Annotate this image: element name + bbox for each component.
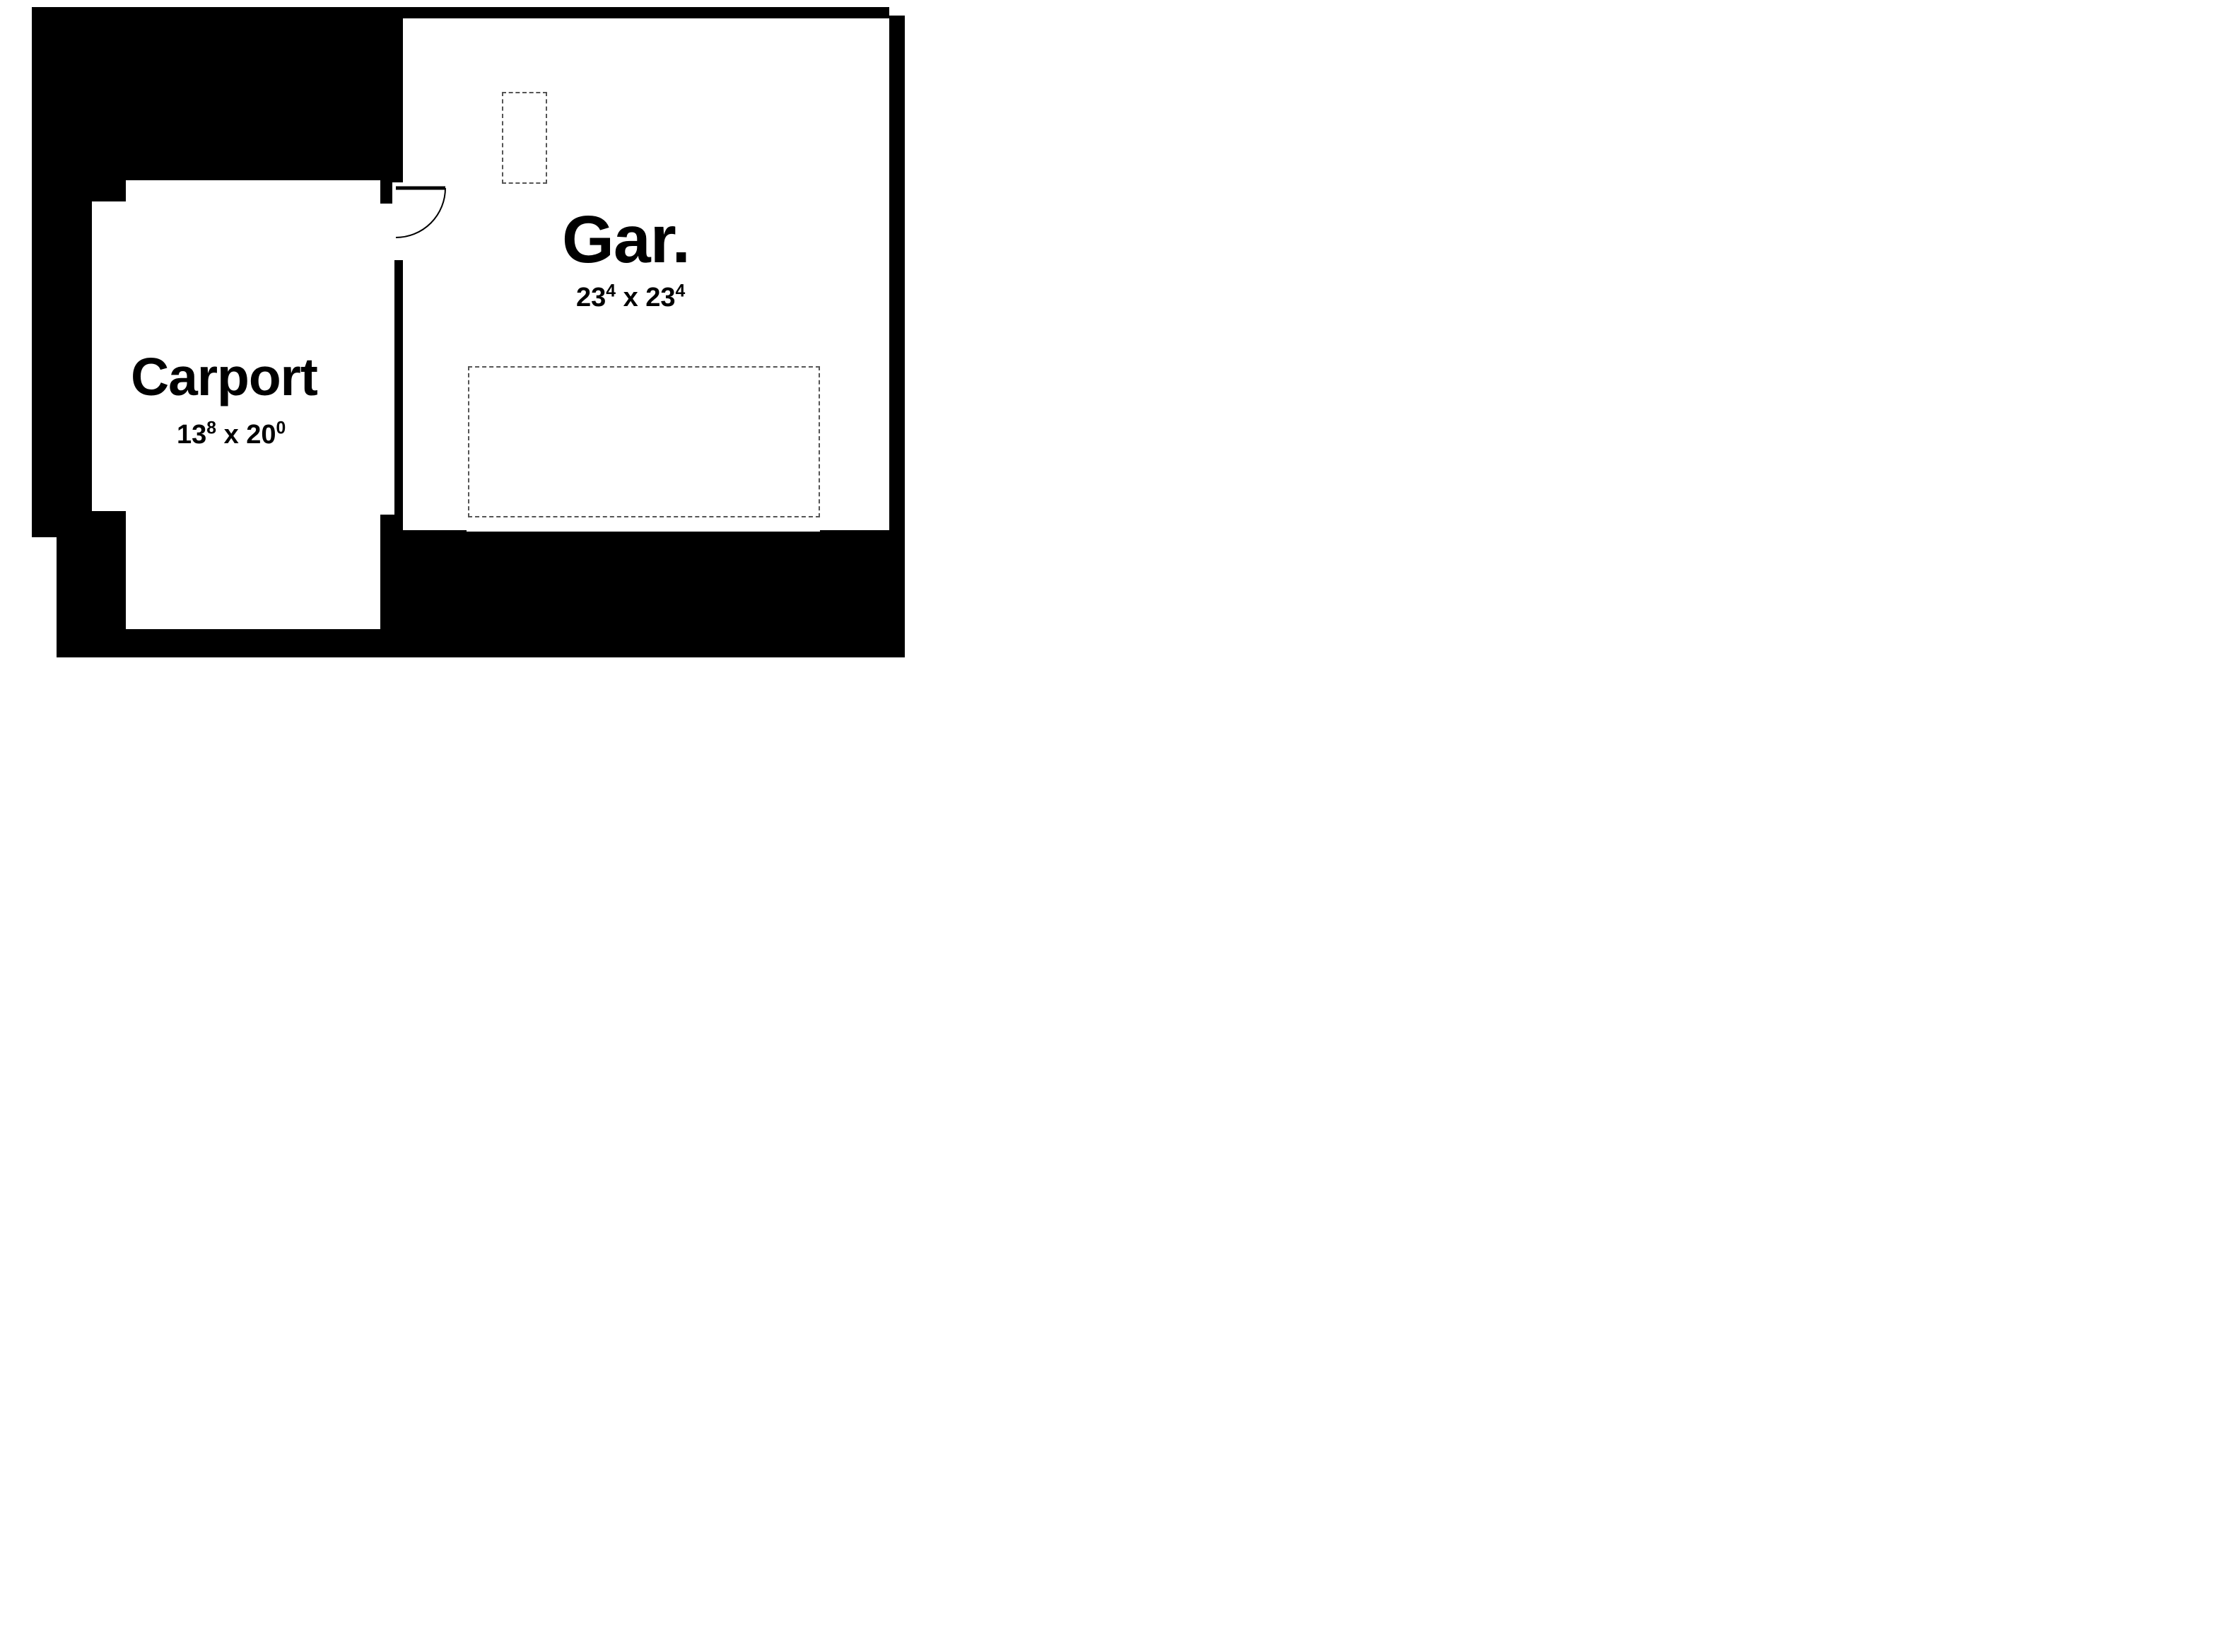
garage-door-dashed xyxy=(468,366,820,517)
garage-depth-feet: 23 xyxy=(645,283,675,312)
dim-x: x xyxy=(616,283,645,312)
floor-plan: Carport 138 x 200 Gar. 234 x 234 xyxy=(0,0,905,673)
wall-right xyxy=(889,16,905,539)
garage-width-feet: 23 xyxy=(576,283,606,312)
carport-depth-inch: 0 xyxy=(276,418,286,438)
garage-dimensions: 234 x 234 xyxy=(576,283,685,313)
carport-depth-feet: 20 xyxy=(246,420,276,450)
garage-depth-inch: 4 xyxy=(676,281,686,300)
carport-width-inch: 8 xyxy=(206,418,216,438)
door-swing xyxy=(382,182,459,260)
carport-front-opening xyxy=(126,530,380,629)
carport-title: Carport xyxy=(131,346,317,407)
garage-width-inch: 4 xyxy=(606,281,616,300)
dim-x: x xyxy=(216,420,246,450)
garage-door-opening xyxy=(467,516,820,532)
carport-notch-left xyxy=(92,201,127,511)
attic-access-dashed xyxy=(502,92,547,184)
garage-title: Gar. xyxy=(562,201,690,279)
carport-dimensions: 138 x 200 xyxy=(177,420,286,450)
carport-width-feet: 13 xyxy=(177,420,206,450)
wall-top-garage xyxy=(392,7,889,18)
